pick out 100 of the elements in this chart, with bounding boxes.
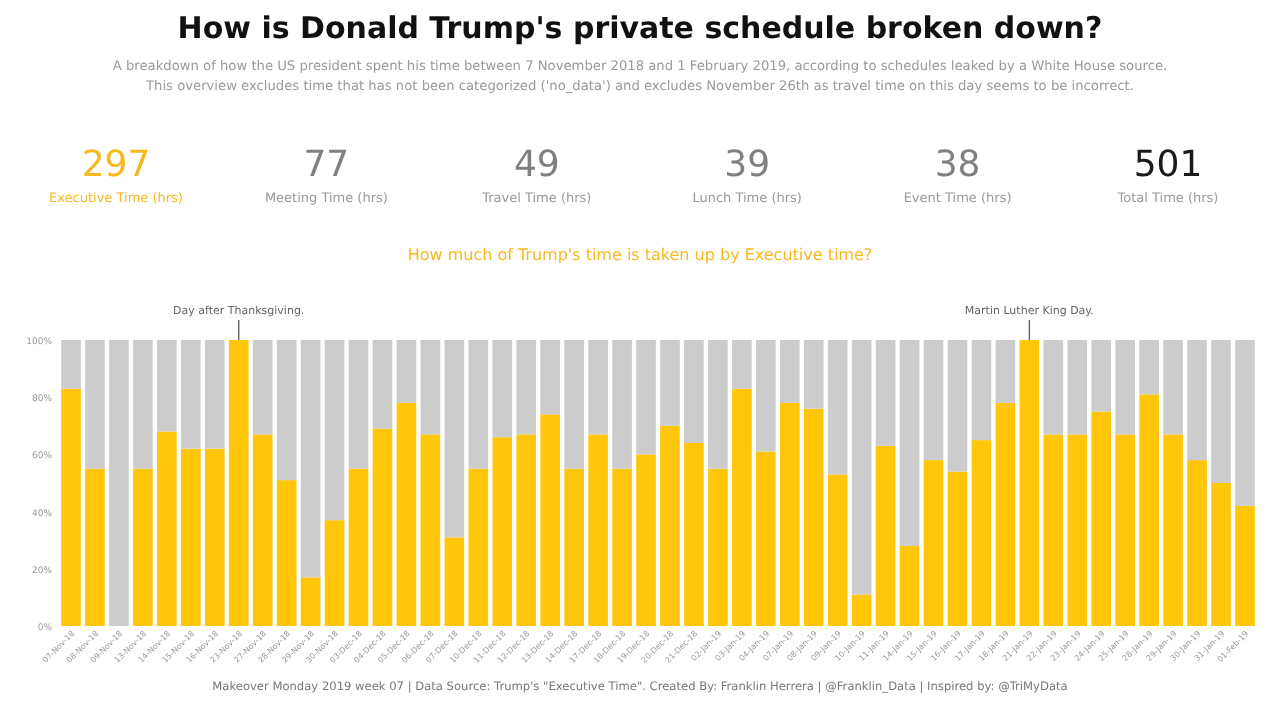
bar: [564, 468, 584, 626]
bar: [516, 340, 537, 435]
bar: [1067, 340, 1088, 435]
bar: [276, 480, 297, 626]
bar: [899, 340, 920, 546]
bar: [133, 340, 153, 469]
bar: [708, 340, 728, 469]
bar: [1019, 340, 1040, 626]
bar: [636, 454, 656, 626]
bar: [133, 468, 153, 626]
bar: [875, 340, 896, 446]
bar: [755, 340, 776, 452]
bar: [1115, 434, 1136, 626]
bar: [827, 340, 848, 475]
bar: [995, 402, 1016, 626]
bar: [971, 440, 992, 626]
bar: [372, 428, 393, 626]
bar: [228, 340, 249, 626]
bar: [516, 434, 537, 626]
text: How is Donald Trump's private schedule broken down?: [177, 10, 1103, 46]
bar: [1091, 340, 1112, 412]
bar: [923, 340, 944, 461]
data-label: 39: [724, 144, 771, 186]
bar: [396, 340, 417, 403]
bar: [1163, 340, 1183, 435]
bar: [995, 340, 1016, 403]
bar: [923, 460, 944, 626]
bar: [348, 340, 369, 469]
bar: [1139, 340, 1159, 395]
bar: [372, 340, 393, 429]
bar: [1187, 340, 1207, 461]
bar: [755, 451, 776, 626]
bar: [1235, 505, 1255, 626]
bar: [732, 388, 752, 626]
bar: [732, 340, 752, 389]
bar: [1067, 434, 1088, 626]
bar: [324, 520, 345, 626]
bar: [803, 340, 824, 409]
bar: [348, 468, 369, 626]
bar: [85, 340, 105, 469]
bar: [109, 340, 129, 626]
bar: [61, 388, 81, 626]
bar: [252, 434, 273, 626]
bar: [1235, 340, 1255, 506]
data-label: 77: [303, 144, 350, 186]
bar: [420, 340, 441, 435]
bar: [827, 474, 848, 626]
bar: [947, 340, 968, 472]
bar: [684, 442, 704, 626]
bar: [899, 545, 920, 626]
chart-title: How much of Trump's time is taken up by Executive time?: [407, 246, 873, 264]
bar: [300, 577, 321, 626]
bar: [1211, 340, 1231, 483]
bar: [779, 402, 800, 626]
bar: [660, 425, 680, 626]
data-label: 501: [1133, 144, 1203, 186]
bar: [444, 537, 465, 626]
bar: [396, 402, 417, 626]
bar: [180, 448, 201, 626]
bar: [612, 340, 632, 469]
bar: [612, 468, 632, 626]
bar: [779, 340, 800, 403]
data-label: 38: [934, 144, 981, 186]
bar: [1043, 434, 1064, 626]
bar: [588, 340, 608, 435]
bar: [851, 594, 872, 626]
bar: [180, 340, 201, 449]
bar: [540, 340, 561, 415]
data-label: 297: [81, 144, 151, 186]
bar: [61, 340, 81, 389]
bar: [708, 468, 728, 626]
bar: [468, 468, 489, 626]
data-label: 49: [513, 144, 560, 186]
bar: [875, 445, 896, 626]
bar: [1115, 340, 1136, 435]
bar: [204, 340, 225, 449]
bar: [420, 434, 441, 626]
bar: [276, 340, 297, 481]
bar: [588, 434, 608, 626]
bar: [492, 437, 513, 626]
bar: [1043, 340, 1064, 435]
bar: [492, 340, 513, 438]
bar: [947, 471, 968, 626]
bar: [660, 340, 680, 426]
bar: [252, 340, 273, 435]
bar: [803, 408, 824, 626]
bar: [1187, 460, 1207, 626]
bar: [204, 448, 225, 626]
bar: [1139, 394, 1159, 626]
bar: [157, 431, 177, 626]
bar: [971, 340, 992, 441]
bar: [468, 340, 489, 469]
bar: [540, 414, 561, 626]
bar: [636, 340, 656, 455]
bar: [85, 468, 105, 626]
bar: [1211, 483, 1231, 626]
bar: [1163, 434, 1183, 626]
bar: [851, 340, 872, 595]
bar: [1091, 411, 1112, 626]
bar: [324, 340, 345, 521]
